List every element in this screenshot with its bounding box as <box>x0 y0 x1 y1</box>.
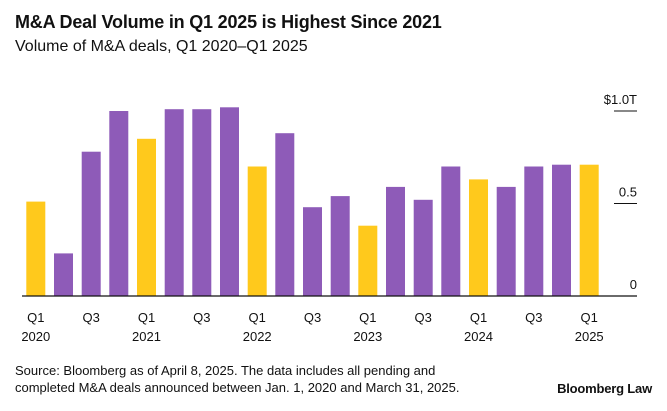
x-tick-label: Q3 <box>525 310 542 325</box>
bar-q2-2022 <box>275 133 295 296</box>
y-tick-label: $1.0T <box>604 92 637 107</box>
x-tick-label: 2023 <box>353 329 382 344</box>
x-tick-label: Q1 <box>359 310 376 325</box>
bar-q4-2022 <box>330 196 350 296</box>
bar-q1-2022 <box>247 166 267 296</box>
x-tick-label: Q3 <box>193 310 210 325</box>
x-tick-label: Q1 <box>27 310 44 325</box>
bar-q3-2022 <box>303 207 322 296</box>
bar-q4-2020 <box>109 111 129 296</box>
x-tick-label: Q3 <box>304 310 321 325</box>
source-line-1: Source: Bloomberg as of April 8, 2025. T… <box>15 363 436 378</box>
y-tick-label: 0 <box>630 277 637 292</box>
bar-q3-2024 <box>524 166 544 296</box>
bar-q2-2023 <box>386 186 405 296</box>
bar-q3-2021 <box>192 109 212 296</box>
bar-q4-2021 <box>220 107 239 296</box>
x-tick-label: 2025 <box>575 329 604 344</box>
bar-q1-2023 <box>358 225 378 296</box>
bar-chart: 0 0.5 $1.0T Q1 2020 Q3 Q1 2021 Q3 Q1 2022 Q3 Q1 2023… <box>21 92 637 344</box>
chart-subtitle: Volume of M&A deals, Q1 2020–Q1 2025 <box>15 38 308 55</box>
x-tick-label: 2024 <box>464 329 493 344</box>
x-tick-label: 2020 <box>21 329 50 344</box>
x-tick-label: 2021 <box>132 329 161 344</box>
x-tick-label: Q1 <box>138 310 155 325</box>
x-tick-label: Q3 <box>83 310 100 325</box>
chart-title: M&A Deal Volume in Q1 2025 is Highest Si… <box>15 12 442 32</box>
source-line-2: completed M&A deals announced between Ja… <box>15 380 460 395</box>
x-axis: Q1 2020 Q3 Q1 2021 Q3 Q1 2022 Q3 Q1 2023 Q3 Q1 2024 Q3… <box>21 295 637 344</box>
bar-q1-2020 <box>26 201 46 296</box>
bloomberg-law-logo: Bloomberg Law <box>557 381 652 396</box>
bar-q3-2023 <box>413 199 433 296</box>
source-note: Source: Bloomberg as of April 8, 2025. T… <box>15 362 535 396</box>
x-tick-label: Q1 <box>470 310 487 325</box>
bars-group <box>26 107 599 297</box>
bar-q2-2024 <box>496 186 516 296</box>
y-tick-label: 0.5 <box>619 185 637 200</box>
bar-q2-2021 <box>164 109 184 296</box>
bar-q1-2024 <box>469 179 488 296</box>
bar-q1-2021 <box>137 138 156 297</box>
bar-q3-2020 <box>81 151 101 296</box>
y-axis: 0 0.5 $1.0T <box>604 92 637 292</box>
bar-q4-2023 <box>441 166 461 296</box>
bar-q1-2025 <box>579 164 599 296</box>
bar-q4-2024 <box>552 164 571 296</box>
bar-q2-2020 <box>54 253 73 296</box>
x-tick-label: Q3 <box>415 310 432 325</box>
x-tick-label: Q1 <box>581 310 598 325</box>
x-tick-label: 2022 <box>243 329 272 344</box>
x-tick-label: Q1 <box>249 310 266 325</box>
